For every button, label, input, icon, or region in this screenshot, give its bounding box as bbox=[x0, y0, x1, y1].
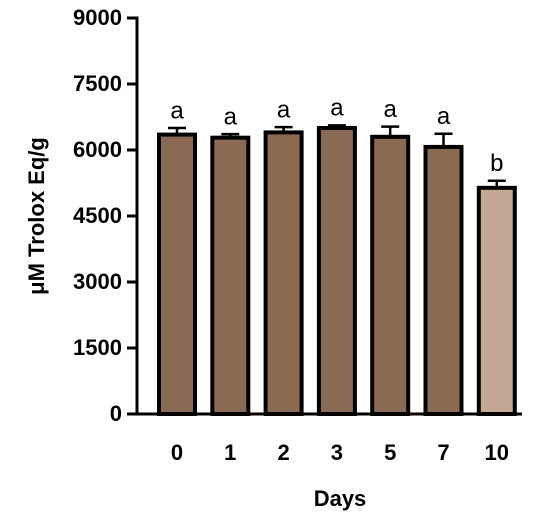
y-tick-label: 9000 bbox=[73, 5, 122, 30]
x-tick-label: 5 bbox=[384, 440, 396, 465]
y-tick-label: 6000 bbox=[73, 137, 122, 162]
y-tick-label: 7500 bbox=[73, 71, 122, 96]
bar bbox=[263, 130, 304, 416]
bar bbox=[316, 126, 357, 416]
annotation: a bbox=[224, 104, 238, 131]
annotation: a bbox=[277, 96, 291, 123]
y-tick-label: 4500 bbox=[73, 203, 122, 228]
annotation: a bbox=[170, 97, 184, 124]
bar bbox=[476, 185, 517, 416]
x-tick-label: 1 bbox=[224, 440, 236, 465]
annotation: a bbox=[437, 103, 451, 130]
bar bbox=[157, 132, 197, 416]
x-tick-label: 2 bbox=[277, 440, 289, 465]
y-tick-label: 1500 bbox=[73, 335, 122, 360]
annotation: a bbox=[330, 95, 344, 122]
x-tick-label: 10 bbox=[485, 440, 509, 465]
y-tick-label: 0 bbox=[110, 401, 122, 426]
x-tick-label: 3 bbox=[331, 440, 343, 465]
bar bbox=[210, 135, 251, 416]
x-tick-label: 7 bbox=[437, 440, 449, 465]
y-tick-label: 3000 bbox=[73, 269, 122, 294]
x-axis-title: Days bbox=[314, 486, 367, 511]
annotation: a bbox=[384, 96, 398, 123]
y-axis-title: μM Trolox Eq/g bbox=[24, 137, 49, 295]
bar bbox=[423, 144, 464, 416]
bar bbox=[370, 134, 411, 417]
annotation: b bbox=[490, 150, 503, 177]
x-tick-label: 0 bbox=[171, 440, 183, 465]
